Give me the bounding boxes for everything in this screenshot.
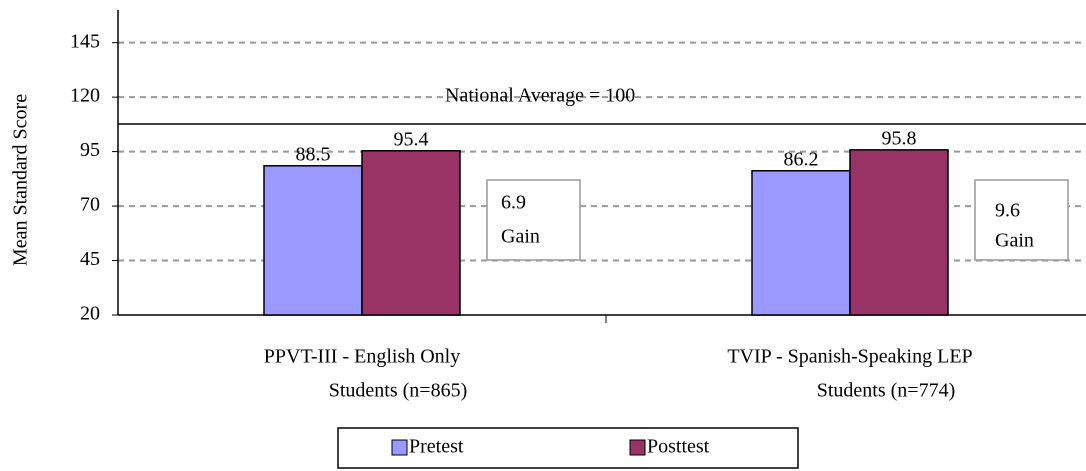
bar <box>361 149 461 316</box>
legend-swatch <box>629 439 646 456</box>
bar <box>263 165 363 316</box>
y-tick-label: 45 <box>80 248 100 270</box>
y-tick-label: 120 <box>70 85 100 107</box>
data-label: 95.8 <box>882 127 917 149</box>
x-tick-label: Students (n=865) <box>329 380 468 402</box>
annotation-box <box>486 179 581 261</box>
x-tick-label: TVIP - Spanish-Speaking LEP <box>727 346 972 368</box>
legend-label: Posttest <box>647 436 710 458</box>
data-label: 88.5 <box>296 143 331 165</box>
x-tick-label: PPVT-III - English Only <box>264 346 460 368</box>
y-tick-label: 145 <box>70 30 100 52</box>
x-tick-label: Students (n=774) <box>817 380 956 402</box>
data-label: 95.4 <box>394 128 429 150</box>
annotation: 6.9 <box>501 192 526 214</box>
y-tick-label: 95 <box>80 139 100 161</box>
legend-box <box>337 427 799 469</box>
annotation: Gain <box>995 230 1034 252</box>
annotation-box <box>974 179 1069 261</box>
bar <box>849 149 949 316</box>
y-tick-label: 20 <box>80 303 100 325</box>
annotation: National Average = 100 <box>445 85 635 107</box>
bar <box>751 170 851 316</box>
legend-label: Pretest <box>409 436 464 458</box>
data-label: 86.2 <box>784 148 819 170</box>
annotation: Gain <box>501 226 540 248</box>
y-axis-label: Mean Standard Score <box>10 94 32 266</box>
y-tick-label: 70 <box>80 194 100 216</box>
annotation: 9.6 <box>995 200 1020 222</box>
legend-swatch <box>391 439 408 456</box>
